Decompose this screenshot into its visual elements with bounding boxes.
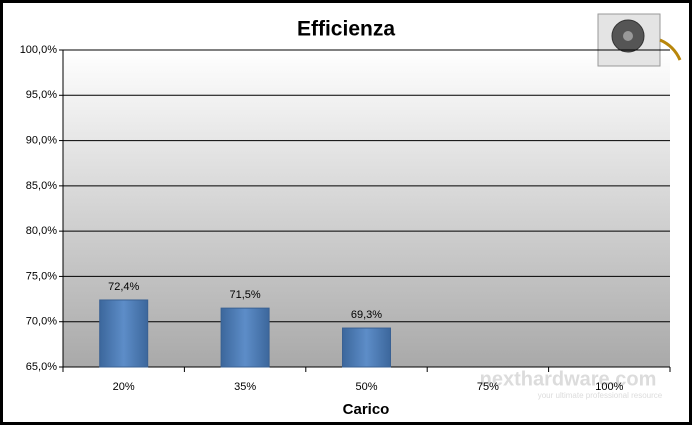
y-tick-label: 90,0% (26, 134, 57, 146)
x-tick-label: 20% (113, 381, 135, 393)
y-tick-label: 75,0% (26, 270, 57, 282)
plot-area (63, 50, 670, 367)
value-label: 72,4% (108, 281, 139, 293)
x-tick-label: 100% (595, 381, 623, 393)
bar (342, 327, 391, 368)
bar (99, 299, 149, 368)
y-tick-label: 100,0% (20, 44, 58, 56)
y-tick-label: 65,0% (26, 361, 57, 373)
value-label: 69,3% (351, 309, 382, 321)
y-tick-label: 95,0% (26, 89, 57, 101)
y-tick-label: 85,0% (26, 180, 57, 192)
chart-title: Efficienza (297, 18, 395, 41)
x-tick-label: 50% (355, 381, 377, 393)
y-tick-label: 70,0% (26, 316, 57, 328)
watermark-tagline: your ultimate professional resource (538, 391, 663, 400)
x-tick-label: 75% (477, 381, 499, 393)
product-image (597, 13, 682, 67)
watermark: nexthardware.com (480, 368, 657, 390)
x-tick-label: 35% (234, 381, 256, 393)
y-tick-label: 80,0% (26, 225, 57, 237)
value-label: 71,5% (229, 289, 260, 301)
bar (220, 307, 270, 368)
x-axis-title: Carico (343, 401, 390, 418)
